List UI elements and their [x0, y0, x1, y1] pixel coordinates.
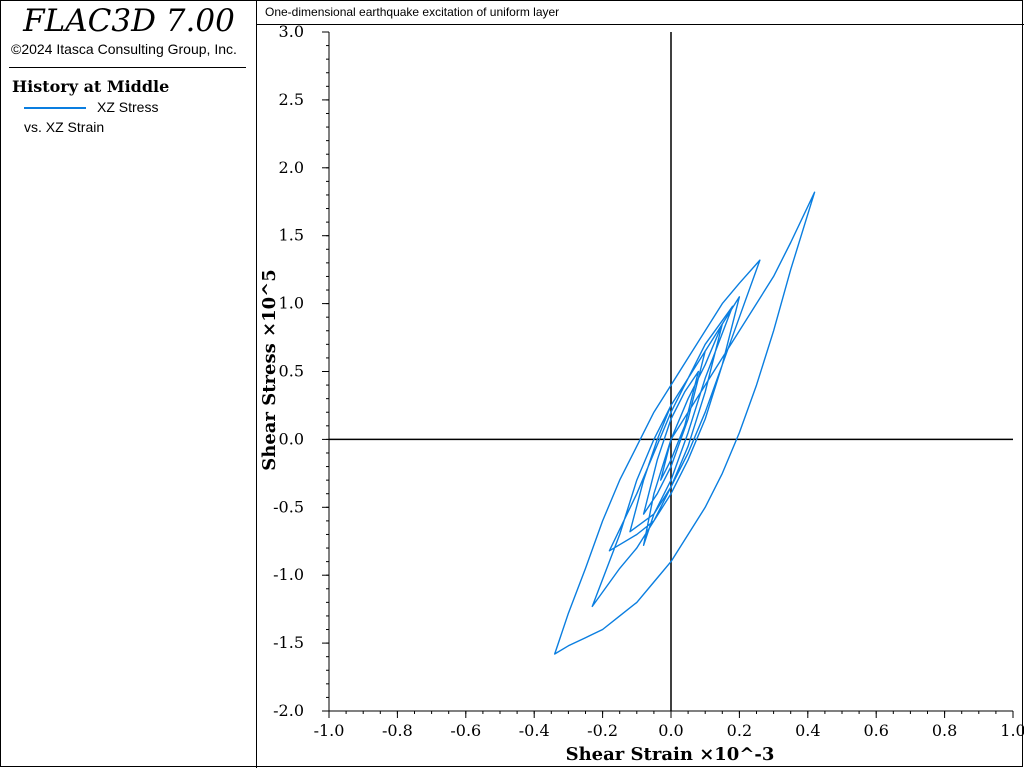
plot-title: One-dimensional earthquake excitation of… — [265, 5, 560, 19]
x-tick-label: 1.0 — [1000, 721, 1024, 740]
y-tick-label: 3.0 — [279, 22, 304, 41]
legend-series-label: XZ Stress — [97, 99, 159, 115]
y-axis-title: Shear Stress ×10^5 — [259, 269, 280, 470]
y-tick-label: -2.0 — [273, 701, 304, 720]
x-tick-label: 0.6 — [863, 721, 888, 740]
x-tick-label: 0.0 — [658, 721, 683, 740]
series-line-xz-stress — [554, 191, 816, 655]
x-tick-label: 0.8 — [932, 721, 957, 740]
series-group — [554, 191, 816, 655]
copyright-text: ©2024 Itasca Consulting Group, Inc. — [11, 41, 237, 57]
x-tick-label: -1.0 — [314, 721, 345, 740]
plot-title-bar: One-dimensional earthquake excitation of… — [257, 1, 1024, 25]
y-tick-label: 0.0 — [279, 429, 304, 448]
x-axis-title: Shear Strain ×10^-3 — [566, 744, 775, 765]
axes-group — [328, 32, 1013, 712]
x-tick-label: 0.2 — [727, 721, 752, 740]
y-tick-label: 1.0 — [279, 294, 304, 313]
legend-line-swatch — [24, 107, 86, 109]
legend-separator — [9, 67, 246, 68]
app-title: FLAC3D 7.00 — [23, 3, 235, 39]
x-tick-label: -0.2 — [587, 721, 618, 740]
y-tick-label: -1.0 — [273, 565, 304, 584]
x-tick-label: 0.4 — [795, 721, 820, 740]
history-heading: History at Middle — [12, 77, 170, 96]
x-tick-label: -0.6 — [450, 721, 481, 740]
x-tick-label: -0.8 — [382, 721, 413, 740]
y-tick-label: -1.5 — [273, 633, 304, 652]
y-tick-label: 2.0 — [279, 158, 304, 177]
ticks-group: 3.0 2.5 2.0 1.5 1.0 0.5 0.0 -0.5 -1.0 -1.5 -2.0 -1.… — [273, 22, 1024, 740]
legend-panel: FLAC3D 7.00 ©2024 Itasca Consulting Grou… — [1, 1, 257, 768]
y-tick-label: 1.5 — [279, 226, 304, 245]
y-tick-label: 0.5 — [279, 362, 304, 381]
legend-vs-label: vs. XZ Strain — [24, 119, 105, 135]
y-tick-label: -0.5 — [273, 497, 304, 516]
y-tick-label: 2.5 — [279, 90, 304, 109]
x-tick-label: -0.4 — [519, 721, 550, 740]
